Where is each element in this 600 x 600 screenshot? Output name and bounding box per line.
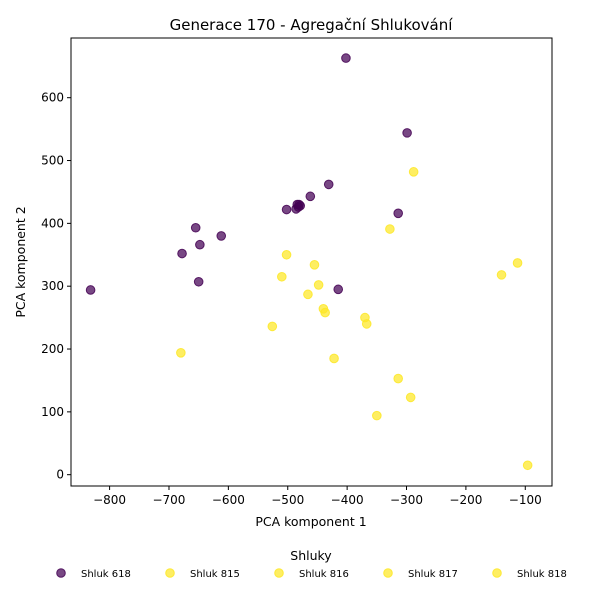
data-point	[393, 208, 403, 219]
legend-label: Shluk 816	[299, 569, 349, 580]
x-tick-label: −800	[93, 493, 126, 507]
y-tick-label: 500	[41, 154, 64, 168]
data-point	[329, 353, 339, 364]
data-point	[305, 191, 316, 202]
x-tick-label: −500	[271, 493, 304, 507]
plot-frame	[70, 37, 553, 487]
data-point	[267, 321, 278, 332]
data-point	[320, 307, 330, 318]
y-axis: 0 100 200 300 400 500 600	[41, 91, 71, 482]
x-axis: −800 −700 −600 −500 −400 −300 −200 −100	[93, 486, 542, 507]
data-point	[333, 284, 344, 295]
plot-area: −800 −700 −600 −500 −400 −300 −200 −100 0 100 200…	[41, 37, 553, 507]
legend-title: Shluky	[290, 548, 332, 563]
y-tick-label: 600	[41, 91, 64, 105]
x-tick-label: −300	[390, 493, 423, 507]
data-point	[408, 167, 419, 177]
data-point	[512, 258, 523, 268]
data-point	[372, 410, 382, 421]
data-points	[85, 53, 533, 471]
data-point	[176, 347, 186, 358]
legend-marker	[383, 568, 393, 578]
legend-label: Shluk 618	[81, 569, 131, 580]
data-point	[177, 248, 187, 259]
data-point	[295, 200, 306, 211]
y-axis-label: PCA komponent 2	[13, 206, 28, 317]
data-point	[496, 270, 507, 280]
legend-label: Shluk 815	[190, 569, 240, 580]
data-point	[193, 276, 204, 287]
data-point	[313, 280, 324, 290]
legend-label: Shluk 818	[517, 569, 567, 580]
y-tick-label: 400	[41, 216, 64, 230]
x-tick-label: −600	[212, 493, 245, 507]
data-point	[393, 373, 403, 384]
legend: Shluky Shluk 618 Shluk 815 Shluk 816 Shluk …	[56, 548, 567, 580]
data-point	[195, 239, 205, 250]
data-point	[341, 53, 351, 63]
y-tick-label: 300	[41, 279, 64, 293]
y-tick-label: 200	[41, 342, 64, 356]
data-point	[323, 179, 334, 190]
data-point	[402, 128, 412, 138]
data-point	[216, 231, 227, 241]
data-point	[85, 285, 96, 295]
data-point	[309, 260, 320, 270]
data-point	[361, 319, 372, 329]
legend-label: Shluk 817	[408, 569, 458, 580]
legend-marker	[492, 568, 502, 578]
data-point	[303, 289, 313, 300]
x-tick-label: −100	[509, 493, 542, 507]
legend-marker	[274, 568, 284, 578]
y-tick-label: 0	[56, 468, 64, 482]
x-tick-label: −700	[152, 493, 185, 507]
x-tick-label: −400	[331, 493, 364, 507]
legend-marker	[165, 568, 175, 578]
y-tick-label: 100	[41, 405, 64, 419]
x-tick-label: −200	[449, 493, 482, 507]
data-point	[385, 224, 395, 234]
chart-title: Generace 170 - Agregační Shlukování	[170, 16, 454, 34]
data-point	[522, 460, 533, 471]
legend-items: Shluk 618 Shluk 815 Shluk 816 Shluk 817 Shlu…	[56, 568, 567, 580]
x-axis-label: PCA komponent 1	[255, 514, 366, 529]
data-point	[281, 249, 292, 260]
data-point	[405, 392, 416, 403]
data-point	[190, 222, 201, 233]
data-point	[281, 204, 292, 215]
data-point	[277, 271, 287, 282]
legend-marker	[56, 568, 66, 578]
